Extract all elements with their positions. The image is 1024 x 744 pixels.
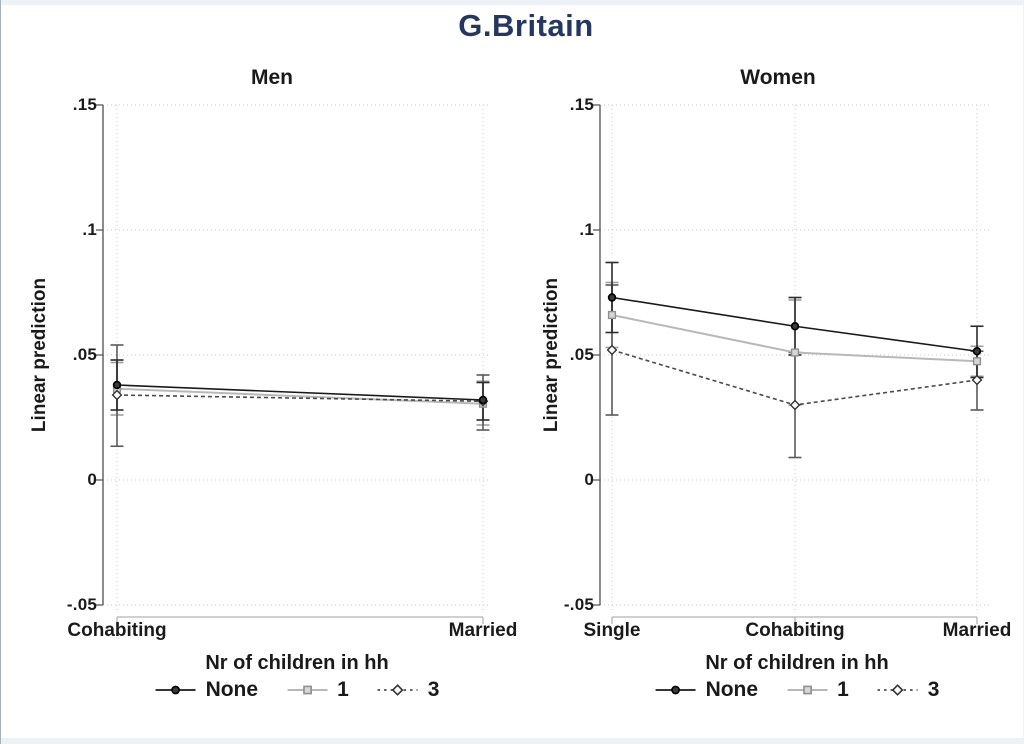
legend-title: Nr of children in hh [205,652,389,674]
legend-item-label: 1 [337,678,349,701]
legend-item-none: None [155,678,259,702]
x-category-label: Married [942,620,1012,641]
legend-item-label: 1 [837,678,849,701]
left-edge-line [0,0,1,744]
circle-marker [478,395,488,405]
legend-item-label: None [205,678,259,701]
x-category-label: Cohabiting [67,620,167,641]
line-square-marker-icon [786,683,828,697]
y-tick-label: .15 [569,95,594,114]
line-square-marker-icon [286,683,328,697]
circle-marker [112,380,122,390]
circle-marker [790,322,800,331]
x-category-label: Single [583,620,641,641]
y-tick-label: -.05 [563,595,594,614]
dashed-line-diamond-marker-icon [377,683,419,697]
legend-item-3: 3 [877,678,940,702]
panel-title-men: Men [251,66,293,89]
y-tick-label: .1 [579,220,594,239]
y-tick-label: -.05 [66,595,97,614]
bottom-edge-strip [0,738,1024,744]
line-circle-marker-icon [155,683,197,697]
chart-title: G.Britain [458,8,594,43]
y-tick-label: .15 [72,95,97,114]
circle-marker [607,293,617,302]
top-edge-strip [0,0,1024,5]
legend-items: None 1 3 [155,678,440,702]
legend-item-3: 3 [377,678,440,702]
y-tick-label: .1 [82,220,97,239]
legend-item-1: 1 [786,678,849,702]
x-category-label: Cohabiting [745,620,845,641]
square-marker [790,348,800,357]
legend-items: None 1 3 [655,678,940,702]
x-category-label: Married [448,620,518,641]
line-circle-marker-icon [655,683,697,697]
diamond-marker [789,399,801,411]
legend-title: Nr of children in hh [705,652,889,674]
series-line-3 [116,394,484,403]
square-marker [607,310,617,320]
y-tick-label: .05 [72,345,97,364]
legend-women: Nr of children in hh None 1 3 [655,652,940,702]
diamond-marker [606,344,618,356]
circle-marker [972,347,982,356]
legend-men: Nr of children in hh None 1 3 [155,652,440,702]
panel-title-women: Women [740,66,816,89]
legend-item-1: 1 [286,678,349,702]
y-tick-label: 0 [584,470,594,489]
series-line-None [116,384,484,401]
dashed-line-diamond-marker-icon [877,683,919,697]
legend-item-none: None [655,678,759,702]
legend-item-label: 3 [427,678,440,701]
square-marker [972,357,982,366]
series-line-1 [116,387,484,405]
y-tick-label: .05 [569,345,594,364]
y-tick-label: 0 [87,470,97,489]
diamond-marker [971,374,983,386]
diamond-marker [111,389,123,401]
legend-item-label: None [705,678,759,701]
legend-item-label: 3 [927,678,940,701]
